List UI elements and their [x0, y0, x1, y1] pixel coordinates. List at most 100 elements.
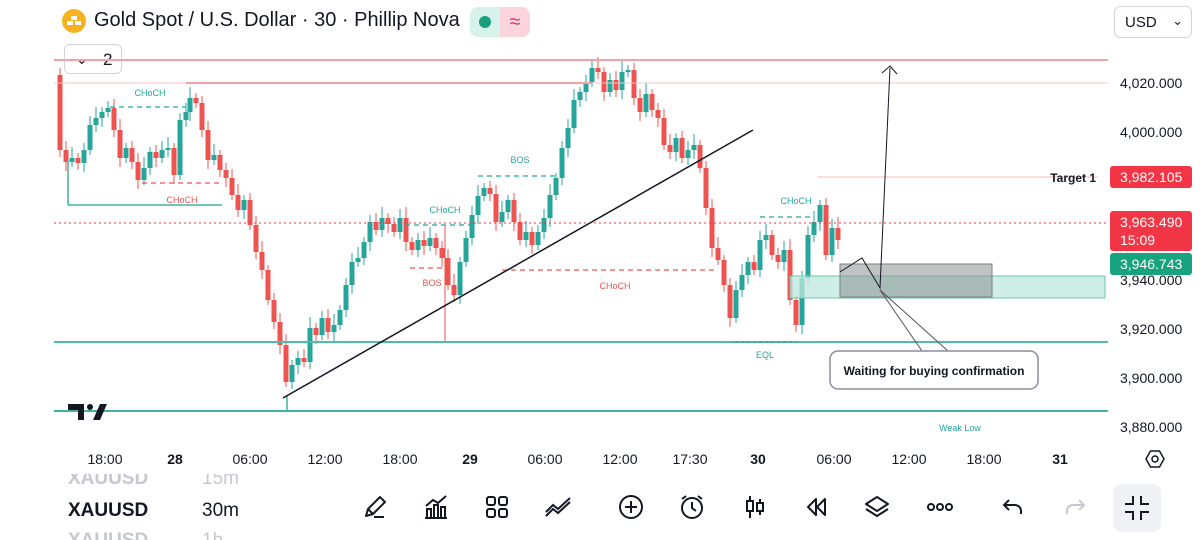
candle-body	[223, 170, 229, 178]
candle-body	[87, 125, 93, 150]
level-price-badge	[1110, 253, 1192, 275]
bar-countdown: 15:09	[1120, 232, 1155, 248]
candle-body	[727, 285, 733, 318]
candle-body	[373, 222, 379, 230]
price-tick: 4,000.000	[1120, 124, 1182, 140]
candle-body	[271, 300, 277, 322]
layers-icon[interactable]	[862, 492, 892, 522]
candle-body	[117, 130, 123, 158]
timeframe-symbol: XAUUSD	[68, 474, 149, 489]
candle-body	[691, 145, 697, 150]
candle-body	[247, 200, 253, 225]
choch-label: CHoCH	[134, 88, 165, 98]
candle-body	[307, 328, 313, 362]
candle-body	[367, 222, 373, 242]
price-tick: 4,020.000	[1120, 75, 1182, 91]
candle-body	[361, 242, 367, 258]
candle-body	[835, 228, 841, 240]
candle-body	[601, 72, 607, 92]
price-tick: 3,920.000	[1120, 321, 1182, 337]
entry-box[interactable]	[839, 263, 993, 298]
alarm-icon[interactable]	[677, 492, 707, 522]
more-icon[interactable]	[925, 492, 955, 522]
candle-body	[661, 118, 667, 145]
layouts-icon[interactable]	[482, 492, 512, 522]
target-label: Target 1	[1050, 171, 1096, 185]
candle-body	[69, 158, 75, 162]
candle-body	[451, 285, 457, 295]
candle-body	[733, 290, 739, 318]
weak-low-label: Weak Low	[939, 423, 981, 433]
candle-body	[253, 225, 259, 252]
currency-select[interactable]: USD ⌄	[1114, 6, 1192, 38]
candle-body	[147, 152, 153, 168]
level-price-value: 3,946.743	[1120, 256, 1182, 272]
candle-body	[75, 158, 81, 163]
candle-body	[781, 250, 787, 262]
gear-icon[interactable]	[1145, 450, 1165, 468]
candle-body	[697, 145, 703, 168]
candle-body	[481, 188, 487, 196]
undo-icon[interactable]	[998, 492, 1028, 522]
candle-body	[187, 98, 193, 112]
indicators-icon[interactable]	[421, 492, 451, 522]
candle-body	[577, 92, 583, 100]
candle-body	[739, 275, 745, 290]
candles-icon[interactable]	[740, 492, 770, 522]
timeframe-option-selected[interactable]: XAUUSD 30m	[68, 500, 268, 522]
time-tick: 18:00	[382, 451, 417, 467]
candle-body	[517, 222, 523, 240]
candle-body	[403, 218, 409, 242]
candle-body	[337, 310, 343, 325]
candle-body	[205, 130, 211, 160]
pencil-icon[interactable]	[360, 492, 390, 522]
candle-body	[589, 68, 595, 82]
callout-pointer	[879, 289, 923, 352]
market-status[interactable]: ≈	[470, 7, 530, 37]
time-axis[interactable]: 18:00 28 06:00 12:00 18:00 29 06:00 12:0…	[87, 451, 1068, 467]
candle-body	[817, 205, 823, 222]
candle-body	[331, 325, 337, 332]
candle-body	[349, 262, 355, 285]
candle-body	[559, 148, 565, 178]
candle-body	[135, 162, 141, 180]
symbol-title[interactable]: Gold Spot / U.S. Dollar · 30 · Phillip N…	[94, 9, 460, 31]
candle-body	[241, 200, 247, 210]
candle-body	[619, 72, 625, 90]
candle-body	[319, 318, 325, 335]
trend-line-icon[interactable]	[543, 492, 573, 522]
callout-box[interactable]	[829, 350, 1039, 390]
timeframe-picker[interactable]: XAUUSD 15m XAUUSD 30m XAUUSD 1h	[68, 474, 268, 540]
price-axis[interactable]: 4,020.000 4,000.000 3,940.000 3,920.000 …	[1050, 75, 1192, 435]
last-price-value: 3,963.490	[1120, 214, 1182, 230]
time-tick: 12:00	[307, 451, 342, 467]
candle-body	[475, 196, 481, 215]
fullscreen-icon[interactable]	[1113, 484, 1161, 532]
candle-body	[57, 75, 63, 150]
candle-body	[105, 108, 111, 112]
choch-label: CHoCH	[780, 196, 811, 206]
replay-icon[interactable]	[801, 492, 831, 522]
candle-body	[379, 218, 385, 230]
candle-body	[637, 98, 643, 112]
candle-body	[499, 212, 505, 222]
candle-body	[445, 258, 451, 285]
candle-body	[535, 232, 541, 245]
bos-label: BOS	[510, 155, 529, 165]
projection-path	[839, 67, 891, 290]
redo-icon[interactable]	[1060, 492, 1090, 522]
ascending-trendline[interactable]	[282, 129, 754, 399]
candlestick-series	[57, 57, 841, 389]
candle-body	[529, 232, 535, 245]
timeframe-option[interactable]: XAUUSD 15m	[68, 474, 268, 490]
candle-body	[397, 218, 403, 232]
choch-label: CHoCH	[599, 281, 630, 291]
candle-body	[433, 238, 439, 248]
add-icon[interactable]	[616, 492, 646, 522]
timeframe-option[interactable]: XAUUSD 1h	[68, 530, 268, 540]
choch-label: CHoCH	[429, 205, 460, 215]
time-tick: 31	[1052, 451, 1068, 467]
time-tick: 30	[750, 451, 766, 467]
timeframe-value: 1h	[202, 530, 223, 540]
price-chart[interactable]: Waiting for buying confirmation CHoCH CH…	[0, 0, 1200, 474]
